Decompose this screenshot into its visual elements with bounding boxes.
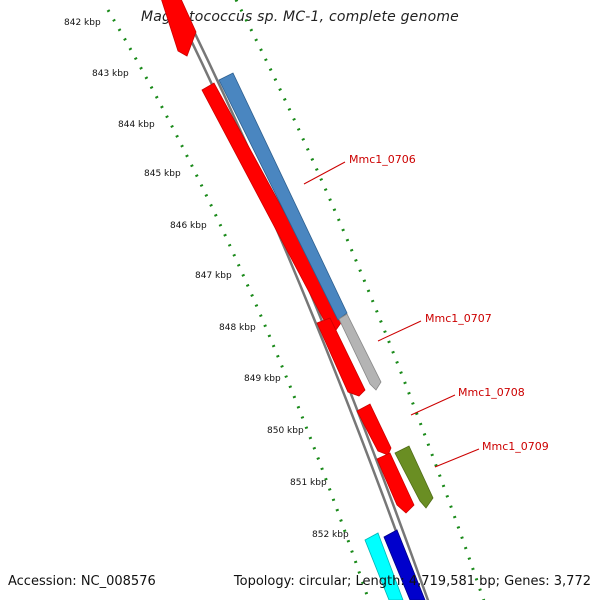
tick-label: 843 kbp <box>92 69 129 79</box>
genome-title: Magnetococcus sp. MC-1, complete genome <box>141 9 459 25</box>
tick-label: 852 kbp <box>312 530 349 540</box>
gene-feature-mmc1-0709[interactable] <box>394 445 434 509</box>
gene-feature-red-1[interactable] <box>201 82 344 331</box>
gene-label-mmc1-0709[interactable]: Mmc1_0709 <box>482 440 549 453</box>
gene-label-leaders <box>303 161 480 468</box>
gene-feature-mmc1-0707[interactable] <box>338 313 382 391</box>
gene-feature-cyan[interactable] <box>364 532 404 600</box>
gene-label-mmc1-0707[interactable]: Mmc1_0707 <box>425 312 492 325</box>
gene-label-mmc1-0708[interactable]: Mmc1_0708 <box>458 386 525 399</box>
tick-label: 848 kbp <box>219 323 256 333</box>
reverse-scale-ruler <box>106 9 371 600</box>
tick-label: 845 kbp <box>144 169 181 179</box>
leader-line <box>434 448 480 468</box>
gene-labels: Mmc1_0706 Mmc1_0707 Mmc1_0708 Mmc1_0709 <box>349 153 549 453</box>
gene-feature-red-2[interactable] <box>316 317 366 397</box>
tick-label: 851 kbp <box>290 478 327 488</box>
tick-label: 847 kbp <box>195 271 232 281</box>
accession-text: Accession: NC_008576 <box>8 574 156 589</box>
tick-label: 849 kbp <box>244 374 281 384</box>
leader-line <box>377 320 422 342</box>
tick-label: 844 kbp <box>118 120 155 130</box>
leader-line <box>410 394 456 416</box>
tick-label: 850 kbp <box>267 426 304 436</box>
leader-line <box>303 161 346 185</box>
forward-scale-ruler <box>234 0 486 600</box>
genome-backbone <box>169 0 430 600</box>
genome-summary-text: Topology: circular; Length: 4,719,581 bp… <box>233 574 591 589</box>
tick-label: 842 kbp <box>64 18 101 28</box>
gene-feature-mmc1-0706[interactable] <box>218 72 348 321</box>
gene-label-mmc1-0706[interactable]: Mmc1_0706 <box>349 153 416 166</box>
gene-features <box>160 0 434 600</box>
tick-label: 846 kbp <box>170 221 207 231</box>
gene-feature-mmc1-0708[interactable] <box>356 403 392 456</box>
scale-tick-labels: 842 kbp 843 kbp 844 kbp 845 kbp 846 kbp … <box>64 18 349 540</box>
gene-feature-top[interactable] <box>160 0 197 57</box>
gene-feature-red-4[interactable] <box>376 452 415 514</box>
gene-feature-blue[interactable] <box>383 529 426 600</box>
